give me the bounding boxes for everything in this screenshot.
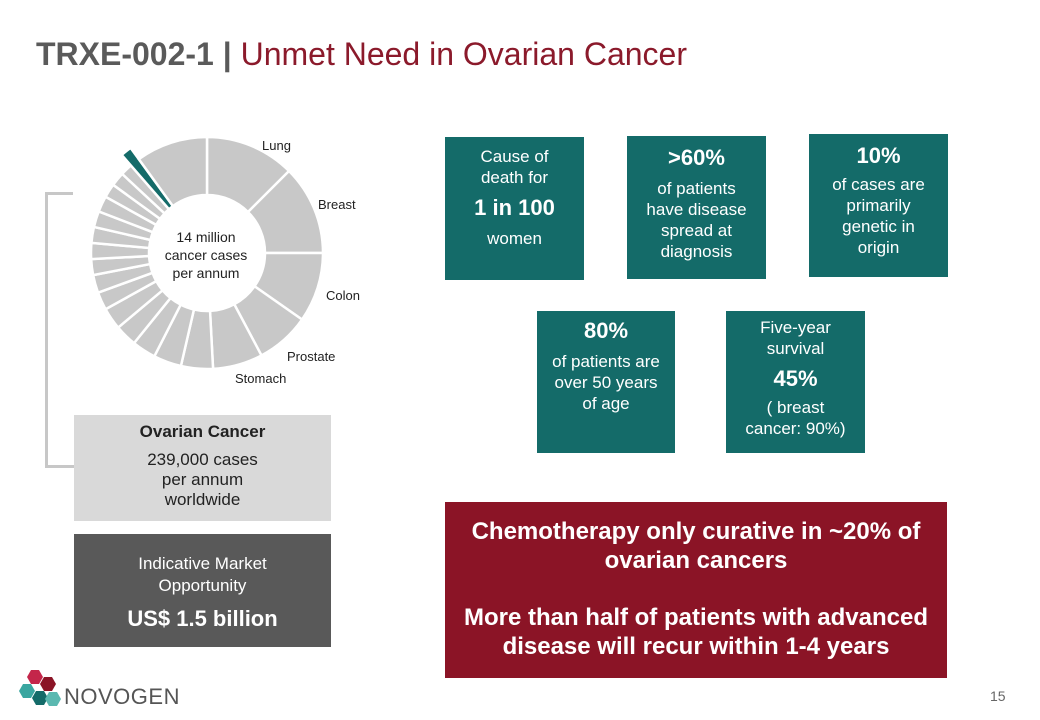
stat4-line-1: of patients are xyxy=(552,352,660,371)
ovarian-title: Ovarian Cancer xyxy=(139,422,266,441)
novogen-logo-icon xyxy=(19,670,61,706)
label-stomach: Stomach xyxy=(235,371,287,386)
stat2-value: >60% xyxy=(668,145,725,170)
stat3-line-2: primarily xyxy=(846,196,911,215)
stat4-value: 80% xyxy=(583,318,629,343)
ovarian-cancer-box: Ovarian Cancer 239,000 cases per annum w… xyxy=(74,415,331,521)
stat5-after-1: ( breast xyxy=(766,398,825,417)
stat4-line-2: over 50 years xyxy=(554,373,658,392)
stat-tile-disease-spread: >60% of patients have disease spread at … xyxy=(627,136,766,279)
bracket-bottom xyxy=(45,465,74,468)
stat5-line-2: survival xyxy=(766,339,825,358)
market-line-2: Opportunity xyxy=(158,576,247,595)
stat1-line-2: death for xyxy=(480,168,549,187)
bracket-vertical xyxy=(45,192,48,468)
stat3-value: 10% xyxy=(856,143,901,168)
stat-tile-cause-of-death: Cause of death for 1 in 100 women xyxy=(445,137,584,280)
ovarian-line-1: 239,000 cases xyxy=(147,450,258,469)
chemotherapy-callout: Chemotherapy only curative in ~20% of ov… xyxy=(445,502,947,678)
stat3-line-3: genetic in xyxy=(842,217,915,236)
stat1-after: women xyxy=(487,229,542,248)
cancer-donut-chart xyxy=(89,135,325,371)
center-line-2: cancer cases xyxy=(164,247,248,263)
market-line-1: Indicative Market xyxy=(138,554,267,573)
stat2-line-4: diagnosis xyxy=(660,242,733,261)
stat5-line-1: Five-year xyxy=(760,318,831,337)
chemo-line-1a: Chemotherapy only curative in ~20% of xyxy=(471,518,921,545)
title-main: Unmet Need in Ovarian Cancer xyxy=(240,36,687,72)
stat1-value: 1 in 100 xyxy=(474,195,555,220)
stat-tile-age: 80% of patients are over 50 years of age xyxy=(537,311,675,453)
stat2-line-2: have disease xyxy=(646,200,747,219)
label-prostate: Prostate xyxy=(287,349,336,364)
donut-center-text: 14 million cancer cases per annum xyxy=(150,228,262,282)
stat2-line-1: of patients xyxy=(657,179,736,198)
market-value: US$ 1.5 billion xyxy=(127,606,278,631)
chemo-line-2a: More than half of patients with advanced xyxy=(463,604,929,631)
stat3-line-4: origin xyxy=(857,238,900,257)
stat3-line-1: of cases are xyxy=(832,175,925,194)
market-opportunity-box: Indicative Market Opportunity US$ 1.5 bi… xyxy=(74,534,331,647)
stat5-value: 45% xyxy=(773,366,818,391)
stat2-line-3: spread at xyxy=(661,221,732,240)
donut-segment xyxy=(137,135,209,208)
brand-name: NOVOGEN xyxy=(64,684,180,709)
ovarian-line-2: per annum xyxy=(161,470,244,489)
chemo-line-2b: disease will recur within 1-4 years xyxy=(502,633,890,660)
label-breast: Breast xyxy=(318,197,356,212)
label-colon: Colon xyxy=(326,288,360,303)
stat-tile-survival: Five-year survival 45% ( breast cancer: … xyxy=(726,311,865,453)
label-lung: Lung xyxy=(262,138,291,153)
stat1-line-1: Cause of xyxy=(480,147,549,166)
stat4-line-3: of age xyxy=(582,394,630,413)
page-number: 15 xyxy=(990,688,1006,704)
stat-tile-genetic-origin: 10% of cases are primarily genetic in or… xyxy=(809,134,948,277)
title-prefix: TRXE-002-1 | xyxy=(36,36,241,72)
center-line-1: 14 million xyxy=(176,229,236,245)
stat5-after-2: cancer: 90%) xyxy=(745,419,846,438)
page-title: TRXE-002-1 | Unmet Need in Ovarian Cance… xyxy=(36,34,687,74)
ovarian-line-3: worldwide xyxy=(164,490,241,509)
chemo-line-1b: ovarian cancers xyxy=(604,547,788,574)
center-line-3: per annum xyxy=(172,265,240,281)
bracket-top xyxy=(45,192,73,195)
